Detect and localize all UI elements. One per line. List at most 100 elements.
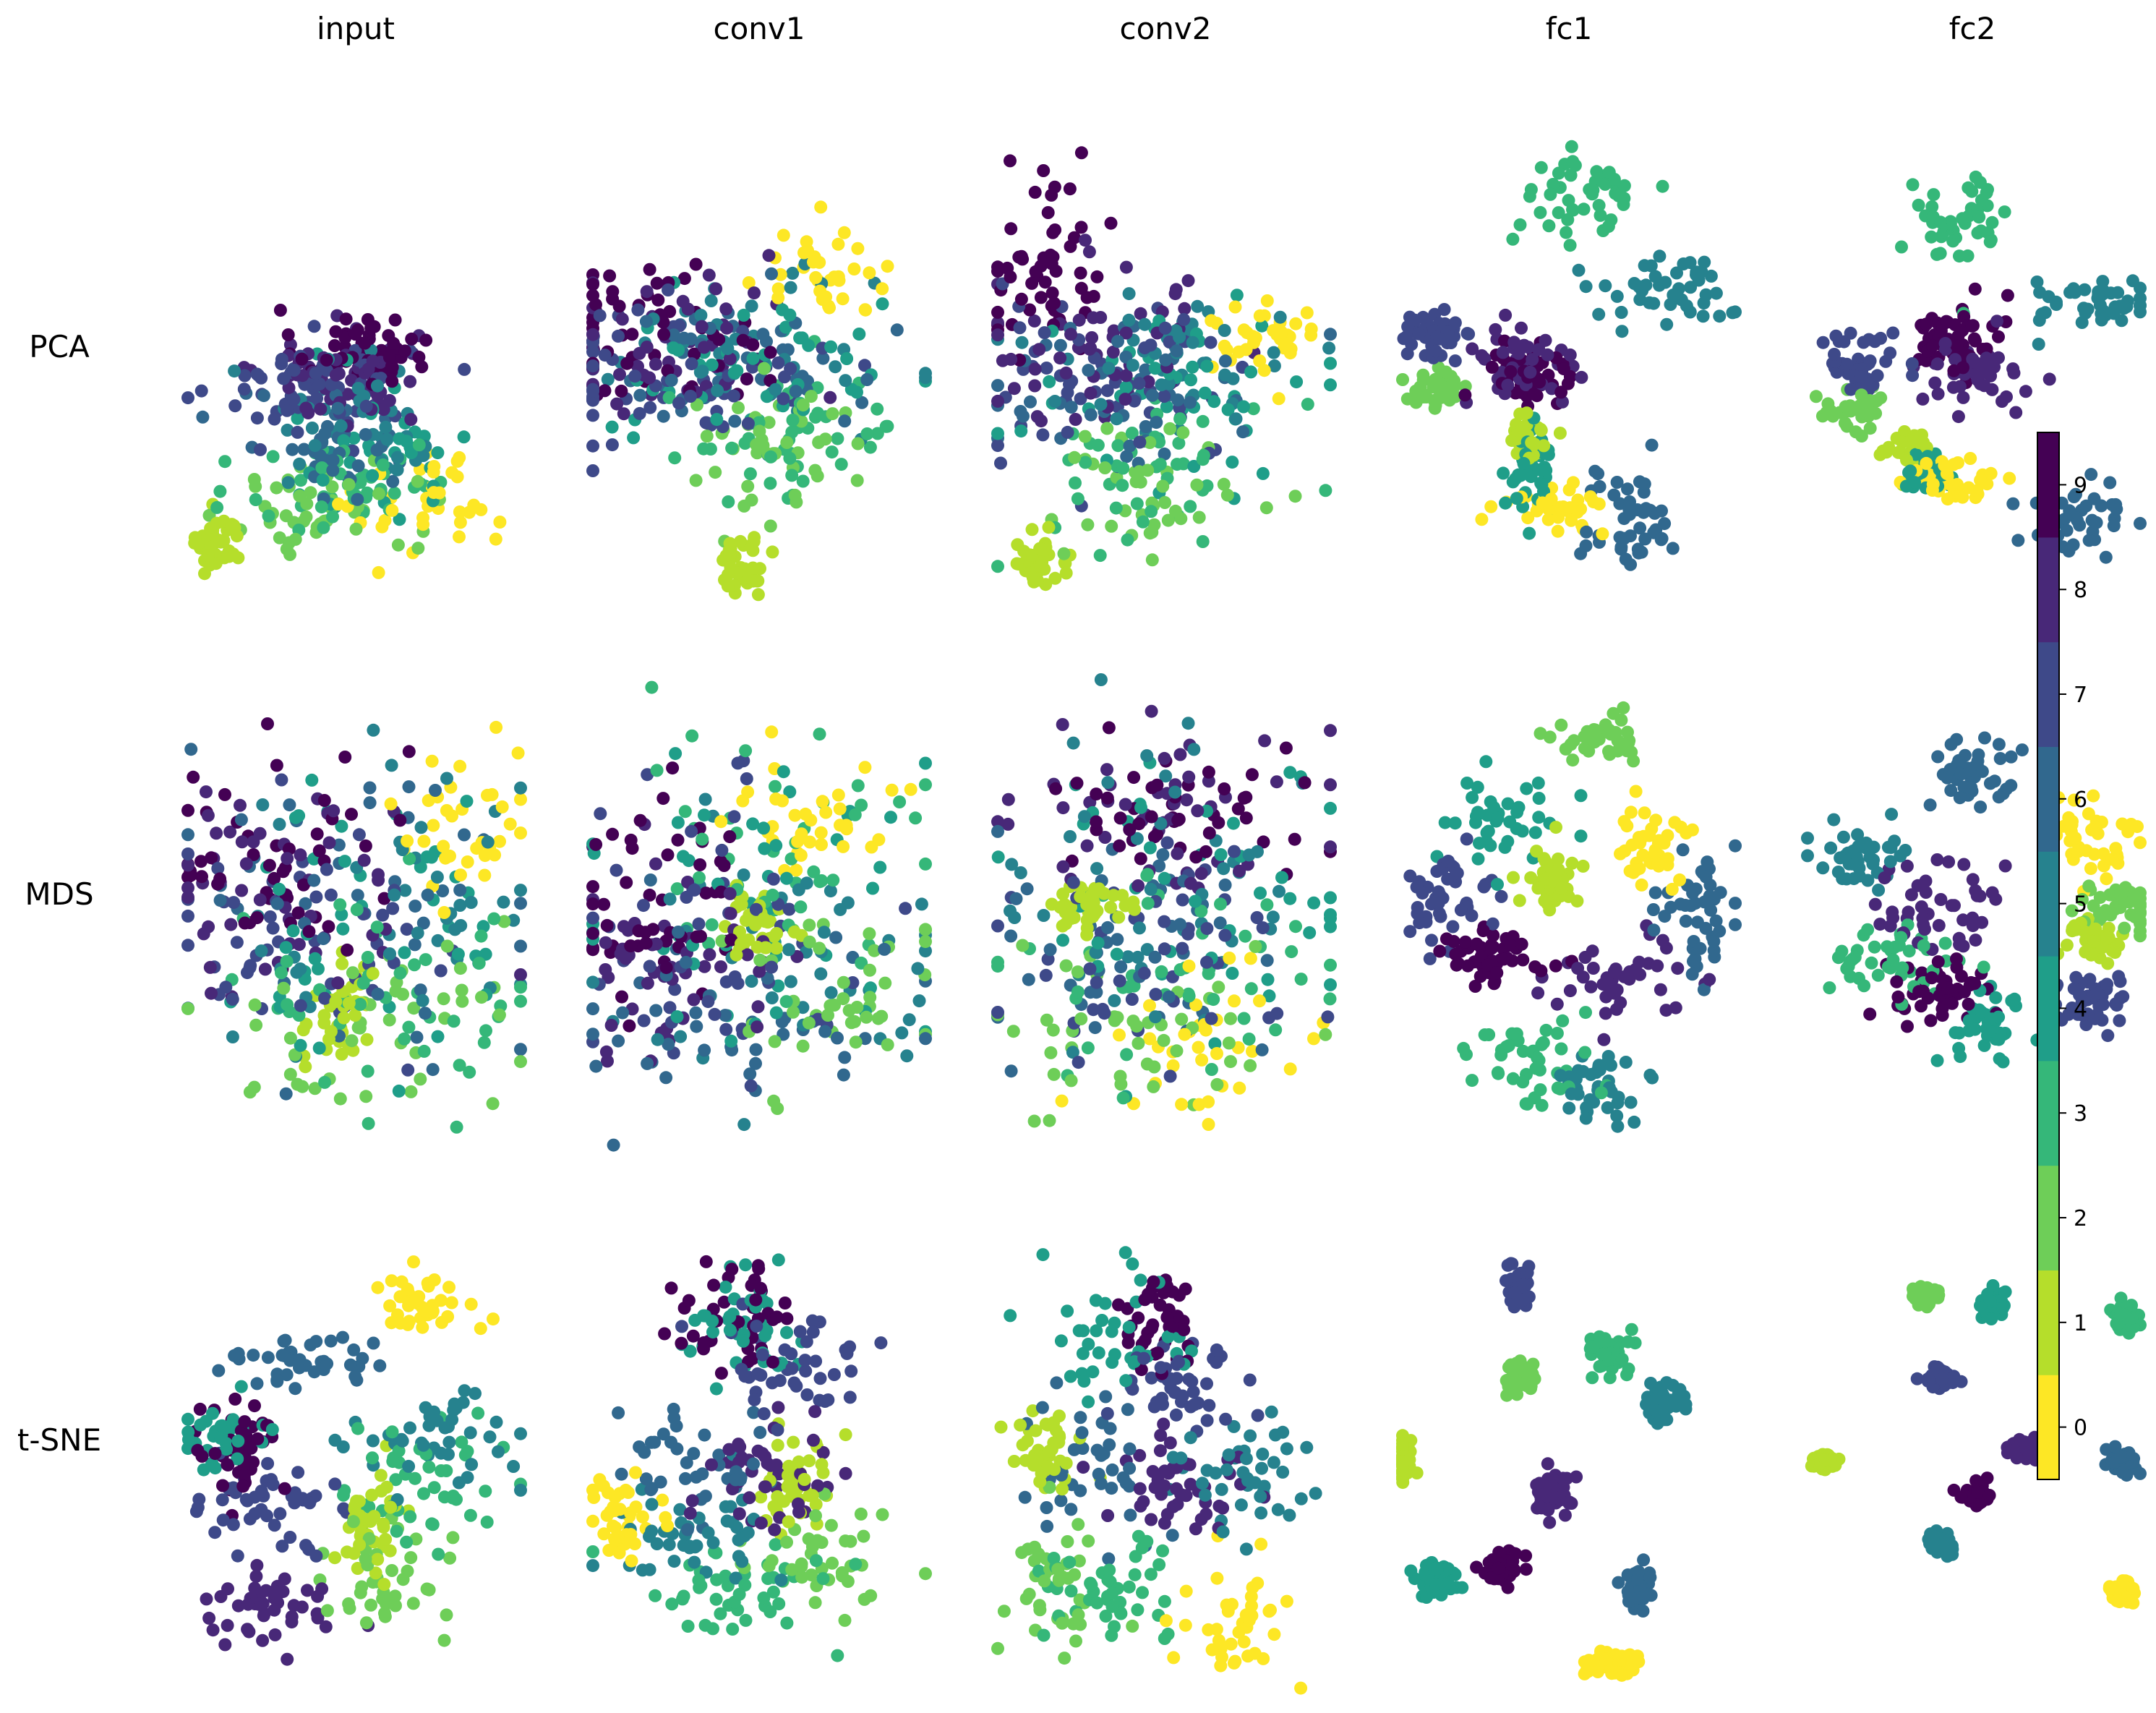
scatter-point: [426, 1518, 440, 1532]
scatter-point: [1863, 354, 1877, 368]
scatter-point: [1951, 410, 1965, 424]
scatter-point: [1886, 905, 1899, 919]
scatter-point: [1084, 386, 1098, 400]
scatter-point: [1941, 771, 1954, 785]
scatter-point: [633, 406, 646, 420]
scatter-point: [793, 331, 807, 345]
scatter-point: [698, 1043, 711, 1057]
scatter-point: [358, 336, 372, 350]
scatter-point: [709, 282, 723, 296]
scatter-point: [1160, 836, 1174, 850]
scatter-point: [1961, 249, 1975, 262]
scatter-point: [1863, 1007, 1877, 1021]
scatter-point: [281, 1652, 294, 1666]
scatter-point: [221, 1618, 234, 1632]
scatter-point: [1014, 866, 1027, 879]
scatter-point: [1905, 357, 1919, 370]
scatter-point: [1147, 1080, 1160, 1093]
scatter-point: [218, 787, 231, 801]
scatter-point: [310, 391, 324, 405]
scatter-point: [475, 991, 488, 1004]
scatter-point: [637, 899, 650, 913]
scatter-point: [1944, 784, 1958, 798]
scatter-point: [412, 350, 426, 364]
scatter-point: [1269, 1023, 1283, 1037]
scatter-point: [1950, 339, 1964, 353]
scatter-point: [1624, 558, 1638, 571]
scatter-point: [1048, 571, 1062, 585]
scatter-point: [1218, 324, 1231, 337]
scatter-point: [1601, 220, 1615, 233]
scatter-point: [1260, 294, 1274, 307]
scatter-point: [1458, 935, 1472, 949]
scatter-point: [361, 1064, 375, 1078]
scatter-point: [1956, 939, 1970, 953]
scatter-point: [586, 409, 599, 422]
scatter-point: [228, 1392, 242, 1406]
scatter-point: [1301, 398, 1314, 411]
scatter-point: [194, 1418, 208, 1432]
scatter-point: [1253, 994, 1266, 1008]
scatter-point: [893, 795, 907, 808]
scatter-point: [1207, 993, 1220, 1007]
scatter-point: [1591, 467, 1605, 481]
scatter-point: [1100, 763, 1113, 777]
scatter-point: [1560, 226, 1573, 239]
scatter-point: [2116, 990, 2130, 1004]
scatter-point: [1158, 390, 1171, 403]
scatter-point: [1693, 941, 1707, 955]
scatter-point: [735, 937, 748, 951]
scatter-point: [780, 436, 794, 449]
scatter-point: [714, 960, 727, 974]
scatter-point: [637, 1014, 651, 1028]
scatter-point: [328, 1433, 342, 1447]
scatter-point: [1121, 533, 1134, 547]
scatter-point: [430, 871, 444, 884]
scatter-point: [1143, 1032, 1157, 1046]
scatter-point: [220, 1443, 234, 1456]
scatter-point: [1995, 395, 2009, 408]
scatter-point: [1040, 362, 1053, 375]
scatter-point: [359, 1552, 372, 1566]
scatter-point: [751, 1000, 765, 1014]
scatter-point: [1283, 892, 1297, 905]
scatter-point: [249, 479, 262, 493]
scatter-point: [1510, 1027, 1523, 1041]
scatter-point: [346, 966, 359, 980]
scatter-point: [1116, 479, 1129, 492]
scatter-point: [1218, 878, 1232, 892]
scatter-point: [731, 976, 745, 990]
scatter-point: [334, 419, 348, 433]
scatter-point: [1630, 863, 1643, 877]
scatter-point: [379, 1532, 393, 1546]
scatter-point: [250, 411, 264, 425]
scatter-point: [1041, 206, 1055, 219]
scatter-point: [1087, 289, 1100, 303]
scatter-point: [1497, 466, 1510, 480]
panel-pca-conv2: [991, 146, 1337, 591]
scatter-point: [677, 272, 691, 286]
scatter-point: [2112, 970, 2126, 983]
scatter-point: [586, 464, 599, 477]
scatter-point: [296, 1023, 310, 1037]
scatter-point: [1619, 1056, 1633, 1069]
scatter-point: [360, 1033, 374, 1046]
scatter-point: [1074, 392, 1087, 406]
scatter-point: [1977, 960, 1990, 974]
scatter-point: [919, 1032, 932, 1046]
scatter-point: [416, 994, 429, 1007]
scatter-point: [403, 375, 417, 388]
scatter-point: [1028, 362, 1042, 376]
scatter-point: [1489, 322, 1502, 336]
scatter-point: [723, 352, 737, 366]
scatter-point: [257, 389, 270, 403]
scatter-point: [1285, 945, 1299, 959]
scatter-point: [1094, 673, 1108, 686]
scatter-point: [212, 1364, 226, 1377]
scatter-point: [385, 1564, 398, 1577]
scatter-point: [763, 477, 777, 490]
scatter-point: [1471, 806, 1484, 819]
scatter-point: [598, 349, 612, 362]
scatter-point: [435, 1464, 448, 1477]
scatter-point: [1685, 967, 1699, 981]
